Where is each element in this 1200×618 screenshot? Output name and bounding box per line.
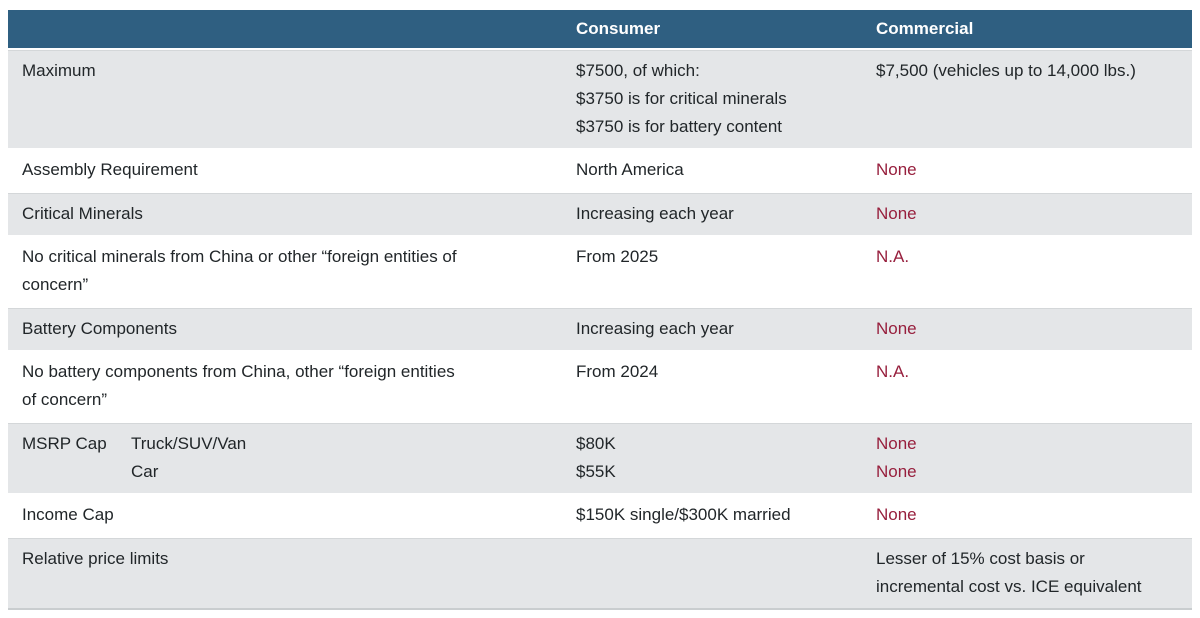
cell-label: Battery Components <box>8 308 562 352</box>
text-line: N.A. <box>876 362 910 381</box>
header-row: Consumer Commercial <box>8 10 1192 50</box>
text-line: Lesser of 15% cost basis or <box>876 549 1085 568</box>
cell-consumer <box>562 538 862 610</box>
row-battery-components: Battery Components Increasing each year … <box>8 308 1192 352</box>
cell-commercial: N.A. <box>862 352 1192 423</box>
text-line: incremental cost vs. ICE equivalent <box>876 577 1142 596</box>
row-no-critical-minerals-china: No critical minerals from China or other… <box>8 237 1192 308</box>
text-line: N.A. <box>876 247 910 266</box>
cell-commercial: None <box>862 495 1192 538</box>
vehicle-type-car: Car <box>131 462 159 481</box>
cell-label: Assembly Requirement <box>8 150 562 193</box>
text-line: Increasing each year <box>576 204 734 223</box>
text-line: From 2024 <box>576 362 659 381</box>
cell-commercial: None <box>862 150 1192 193</box>
text-line: Assembly Requirement <box>22 160 198 179</box>
row-msrp-cap: MSRP Cap Truck/SUV/Van Car $80K $55K Non… <box>8 423 1192 495</box>
header-consumer: Consumer <box>562 10 862 50</box>
row-maximum: Maximum $7500, of which: $3750 is for cr… <box>8 50 1192 150</box>
text-line: Relative price limits <box>22 549 169 568</box>
text-line: North America <box>576 160 684 179</box>
cell-label: Maximum <box>8 50 562 150</box>
cell-consumer: Increasing each year <box>562 193 862 237</box>
cell-consumer: From 2025 <box>562 237 862 308</box>
text-line: $55K <box>576 462 616 481</box>
text-line: Maximum <box>22 61 96 80</box>
cell-commercial: None None <box>862 423 1192 495</box>
cell-consumer: Increasing each year <box>562 308 862 352</box>
text-line: Income Cap <box>22 505 114 524</box>
cell-consumer: $80K $55K <box>562 423 862 495</box>
row-income-cap: Income Cap $150K single/$300K married No… <box>8 495 1192 538</box>
header-empty-cell <box>8 10 562 50</box>
text-line: $3750 is for battery content <box>576 117 783 136</box>
text-line: Battery Components <box>22 319 177 338</box>
cell-consumer: From 2024 <box>562 352 862 423</box>
text-line: $3750 is for critical minerals <box>576 89 787 108</box>
cell-label: Critical Minerals <box>8 193 562 237</box>
cell-commercial: None <box>862 193 1192 237</box>
msrp-cap-label: MSRP Cap <box>22 434 107 453</box>
text-line: $7500, of which: <box>576 61 700 80</box>
cell-commercial: $7,500 (vehicles up to 14,000 lbs.) <box>862 50 1192 150</box>
header-commercial: Commercial <box>862 10 1192 50</box>
cell-label: MSRP Cap Truck/SUV/Van Car <box>8 423 562 495</box>
text-line: No critical minerals from China or other… <box>22 247 457 266</box>
cell-label: Relative price limits <box>8 538 562 610</box>
row-relative-price-limits: Relative price limits Lesser of 15% cost… <box>8 538 1192 610</box>
comparison-table: Consumer Commercial Maximum $7500, of wh… <box>8 10 1192 610</box>
text-line: None <box>876 319 917 338</box>
text-line: of concern” <box>22 390 108 409</box>
text-line: $7,500 (vehicles up to 14,000 lbs.) <box>876 61 1136 80</box>
text-line: No battery components from China, other … <box>22 362 455 381</box>
text-line: None <box>876 434 917 453</box>
text-line: $80K <box>576 434 616 453</box>
text-line: None <box>876 204 917 223</box>
text-line: $150K single/$300K married <box>576 505 791 524</box>
text-line: From 2025 <box>576 247 659 266</box>
vehicle-type-truck-suv-van: Truck/SUV/Van <box>131 434 247 453</box>
row-critical-minerals: Critical Minerals Increasing each year N… <box>8 193 1192 237</box>
cell-commercial: N.A. <box>862 237 1192 308</box>
cell-consumer: North America <box>562 150 862 193</box>
text-line: None <box>876 462 917 481</box>
text-line: None <box>876 160 917 179</box>
text-line: concern” <box>22 275 89 294</box>
text-line: None <box>876 505 917 524</box>
text-line: Critical Minerals <box>22 204 143 223</box>
cell-commercial: Lesser of 15% cost basis or incremental … <box>862 538 1192 610</box>
cell-commercial: None <box>862 308 1192 352</box>
cell-consumer: $150K single/$300K married <box>562 495 862 538</box>
row-assembly-requirement: Assembly Requirement North America None <box>8 150 1192 193</box>
cell-label: No battery components from China, other … <box>8 352 562 423</box>
cell-consumer: $7500, of which: $3750 is for critical m… <box>562 50 862 150</box>
row-no-battery-components-china: No battery components from China, other … <box>8 352 1192 423</box>
text-line: Increasing each year <box>576 319 734 338</box>
cell-label: No critical minerals from China or other… <box>8 237 562 308</box>
cell-label: Income Cap <box>8 495 562 538</box>
